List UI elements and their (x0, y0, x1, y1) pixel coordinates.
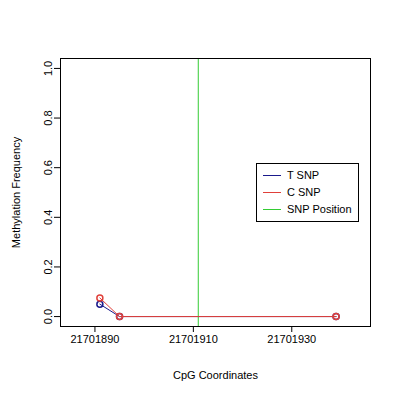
svg-text:21701910: 21701910 (169, 333, 218, 345)
html-text:T SNP: T SNP (287, 169, 320, 181)
svg-text:21701890: 21701890 (70, 333, 119, 345)
svg-text:CpG Coordinates: CpG Coordinates (173, 369, 258, 381)
svg-text:0.6: 0.6 (42, 160, 54, 175)
html-text:C SNP: C SNP (287, 186, 321, 198)
svg-text:0.2: 0.2 (42, 259, 54, 274)
svg-text:0.4: 0.4 (42, 210, 54, 225)
svg-text:0.0: 0.0 (42, 309, 54, 324)
svg-text:Methylation Frequency: Methylation Frequency (10, 136, 22, 248)
html-text:SNP Position: SNP Position (287, 203, 352, 215)
svg-text:0.8: 0.8 (42, 110, 54, 125)
svg-text:21701930: 21701930 (267, 333, 316, 345)
svg-text:1.0: 1.0 (42, 61, 54, 76)
